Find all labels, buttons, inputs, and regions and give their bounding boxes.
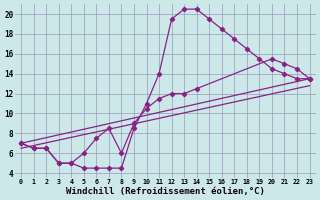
X-axis label: Windchill (Refroidissement éolien,°C): Windchill (Refroidissement éolien,°C) bbox=[66, 187, 265, 196]
